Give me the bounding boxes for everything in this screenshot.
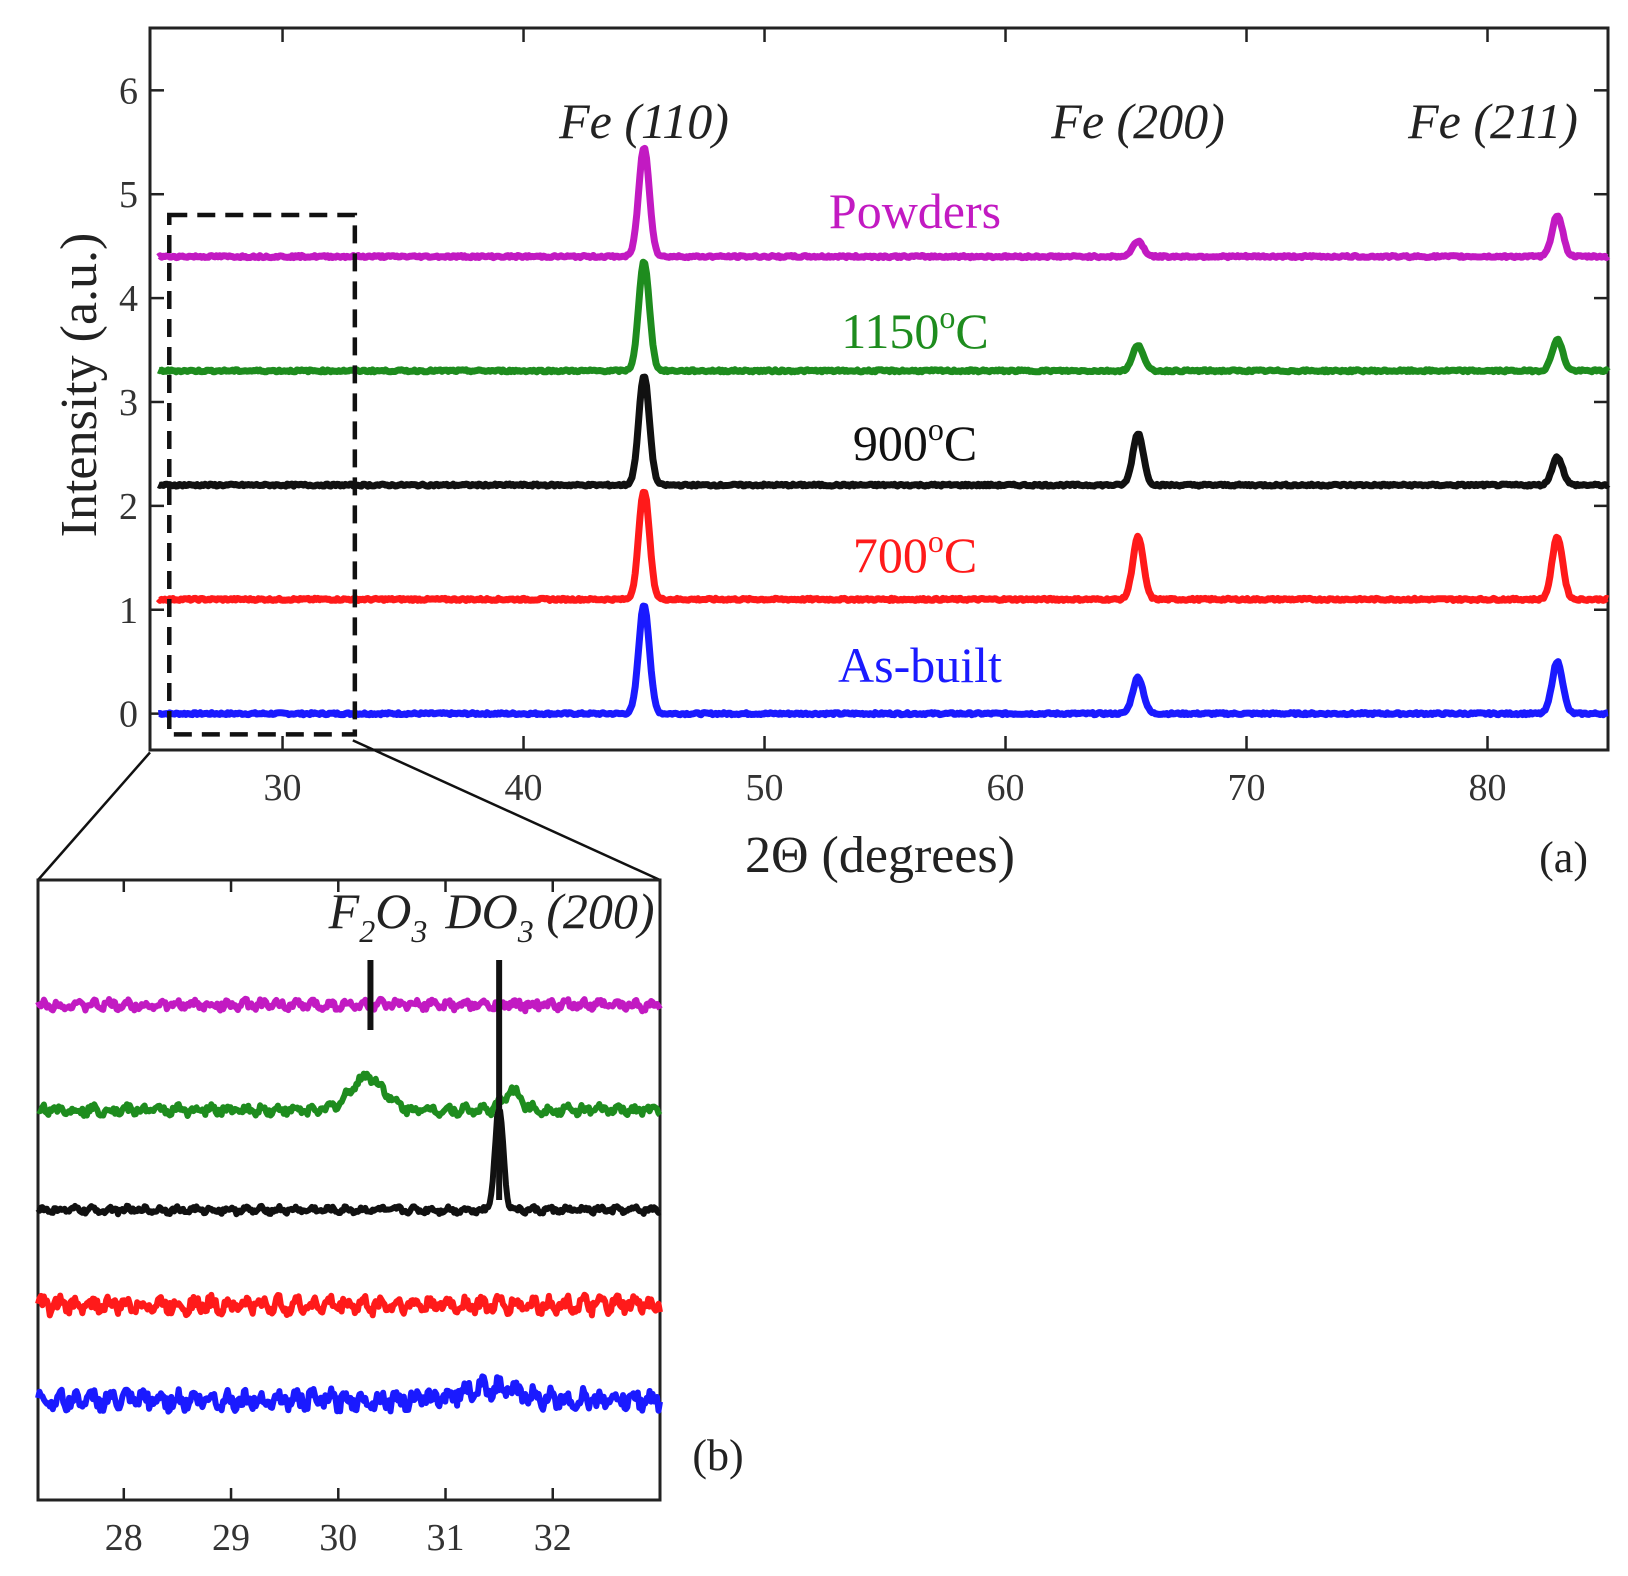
x-tick-label: 70: [1228, 767, 1266, 809]
peak-label-fe-200: Fe (200): [1050, 93, 1225, 149]
panel-b-frame: [36, 878, 662, 1502]
series-line-a-700-c: [155, 488, 1610, 604]
series-line-a-powders: [156, 144, 1611, 262]
peak-label-do3-200: DO3 (200): [444, 883, 654, 949]
x-tick-label: 50: [746, 767, 784, 809]
series-line-a-900-c: [156, 373, 1611, 490]
panel-b-tag: (b): [692, 1431, 743, 1480]
x-tick-label: 60: [987, 767, 1025, 809]
y-tick-label: 4: [119, 278, 138, 320]
peak-label-fe-211: Fe (211): [1407, 93, 1578, 149]
series-label-as-built: As-built: [838, 637, 1002, 693]
series-line-b-1150-c: [36, 1070, 663, 1119]
series-line-b-powders: [35, 995, 663, 1015]
panel-b: 28 29 30 31 32 F2O3 DO3 (200) (b): [35, 878, 744, 1559]
y-tick-label: 0: [119, 694, 138, 736]
y-axis-label: Intensity (a.u.): [51, 233, 108, 538]
series-label-1150c: 1150oC: [841, 299, 989, 359]
x-tick-label-b: 31: [427, 1517, 465, 1559]
peak-label-fe-110: Fe (110): [558, 93, 729, 149]
panel-a: 30 40 50 60 70 80 0 1 2 3 4 5 6 Fe (110) Fe (200) Fe…: [37, 26, 1611, 884]
series-line-b-700-c: [35, 1291, 663, 1319]
panel-a-ticks: 30 40 50 60 70 80 0 1 2 3 4 5 6: [119, 28, 1608, 809]
y-tick-label: 1: [119, 590, 138, 632]
series-label-powders: Powders: [829, 183, 1001, 239]
x-axis-label: 2Θ (degrees): [745, 827, 1015, 884]
zoom-box: [37, 212, 661, 882]
x-tick-label: 30: [264, 767, 302, 809]
x-tick-label: 80: [1469, 767, 1507, 809]
series-label-700c: 700oC: [853, 523, 977, 583]
panel-a-frame: [148, 26, 1610, 752]
x-tick-label-b: 28: [105, 1517, 143, 1559]
zoom-connector-left: [37, 751, 151, 881]
panel-b-series: [35, 960, 663, 1415]
series-line-b-900-c: [35, 1106, 662, 1218]
zoom-rect: [167, 212, 358, 737]
series-line-b-as-built: [35, 1373, 663, 1415]
y-tick-label: 5: [119, 174, 138, 216]
x-tick-label-b: 30: [319, 1517, 357, 1559]
panel-a-series: [155, 144, 1611, 719]
x-tick-label-b: 32: [534, 1517, 572, 1559]
series-line-a-as-built: [156, 602, 1610, 719]
x-tick-label: 40: [505, 767, 543, 809]
y-tick-label: 2: [119, 486, 138, 528]
x-tick-label-b: 29: [212, 1517, 250, 1559]
y-tick-label: 6: [119, 70, 138, 112]
zoom-connector-right: [352, 739, 661, 882]
peak-label-fe2o3: F2O3: [328, 883, 428, 949]
y-tick-label: 3: [119, 382, 138, 424]
series-line-a-1150-c: [156, 258, 1611, 376]
panel-a-tag: (a): [1539, 833, 1588, 882]
panel-b-ticks: 28 29 30 31 32: [105, 880, 572, 1559]
series-label-900c: 900oC: [853, 411, 977, 471]
